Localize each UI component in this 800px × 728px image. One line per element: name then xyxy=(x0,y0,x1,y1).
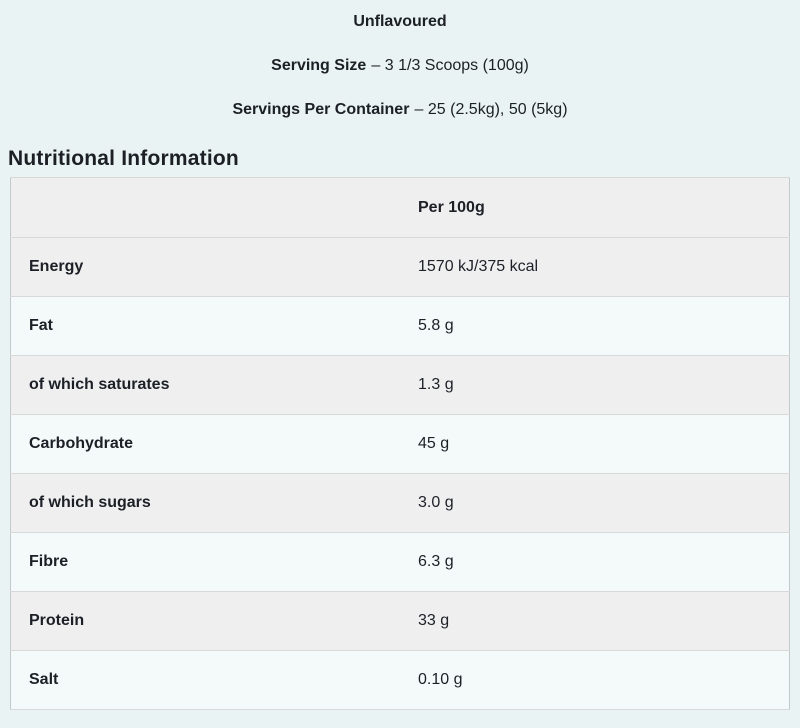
serving-size-value: – 3 1/3 Scoops (100g) xyxy=(371,57,529,74)
flavour-name: Unflavoured xyxy=(353,13,447,30)
table-row-carbohydrate: Carbohydrate 45 g xyxy=(10,414,790,474)
row-value: 45 g xyxy=(400,414,790,474)
row-label: Carbohydrate xyxy=(10,414,400,474)
servings-per-container-line: Servings Per Container – 25 (2.5kg), 50 (… xyxy=(0,102,800,118)
row-value: 3.0 g xyxy=(400,473,790,533)
product-info-block: Unflavoured Serving Size – 3 1/3 Scoops (… xyxy=(0,0,800,118)
row-label: Energy xyxy=(10,237,400,297)
nutrition-table-header: Per 100g xyxy=(10,177,790,238)
table-row-protein: Protein 33 g xyxy=(10,591,790,651)
header-per-100g: Per 100g xyxy=(400,177,790,238)
row-label: Fat xyxy=(10,296,400,356)
row-value: 0.10 g xyxy=(400,650,790,710)
serving-size-label: Serving Size xyxy=(271,57,367,74)
header-empty-cell xyxy=(10,177,400,238)
servings-per-container-value: – 25 (2.5kg), 50 (5kg) xyxy=(414,101,568,118)
table-row-fibre: Fibre 6.3 g xyxy=(10,532,790,592)
section-title: Nutritional Information xyxy=(8,147,239,170)
row-label: of which sugars xyxy=(10,473,400,533)
table-row-fat: Fat 5.8 g xyxy=(10,296,790,356)
row-label: Salt xyxy=(10,650,400,710)
row-value: 6.3 g xyxy=(400,532,790,592)
row-value: 5.8 g xyxy=(400,296,790,356)
row-label: of which saturates xyxy=(10,355,400,415)
table-row-saturates: of which saturates 1.3 g xyxy=(10,355,790,415)
table-row-energy: Energy 1570 kJ/375 kcal xyxy=(10,237,790,297)
table-header-row: Per 100g xyxy=(10,177,790,238)
table-row-salt: Salt 0.10 g xyxy=(10,650,790,710)
row-value: 33 g xyxy=(400,591,790,651)
nutrition-table-body: Energy 1570 kJ/375 kcal Fat 5.8 g of whi… xyxy=(10,237,790,710)
nutrition-table: Per 100g Energy 1570 kJ/375 kcal Fat 5.8… xyxy=(10,177,790,710)
row-value: 1570 kJ/375 kcal xyxy=(400,237,790,297)
row-label: Fibre xyxy=(10,532,400,592)
row-label: Protein xyxy=(10,591,400,651)
servings-per-container-label: Servings Per Container xyxy=(232,101,410,118)
row-value: 1.3 g xyxy=(400,355,790,415)
table-row-sugars: of which sugars 3.0 g xyxy=(10,473,790,533)
serving-size-line: Serving Size – 3 1/3 Scoops (100g) xyxy=(0,58,800,74)
